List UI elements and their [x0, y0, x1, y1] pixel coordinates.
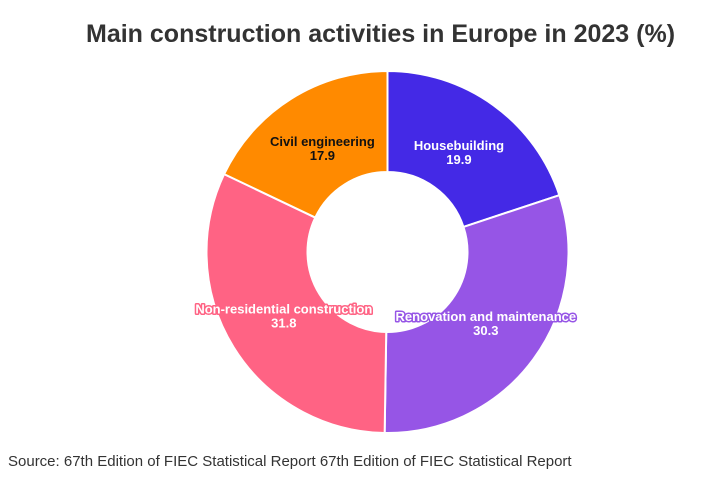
- source-note: Source: 67th Edition of FIEC Statistical…: [8, 453, 572, 470]
- slice-label: Housebuilding 19.9: [414, 138, 504, 167]
- slice-housebuilding[interactable]: [386, 70, 561, 228]
- slice-label: Non-residential construction 31.8: [195, 301, 372, 330]
- slice-non-residential-construction[interactable]: [205, 173, 388, 434]
- slice-label: Renovation and maintenance 30.3: [396, 309, 577, 338]
- slice-civil-engineering[interactable]: [223, 70, 389, 219]
- slice-renovation-and-maintenance[interactable]: [383, 194, 570, 434]
- slice-label: Civil engineering 17.9: [270, 134, 375, 163]
- chart-title-text: Main construction activities in Europe i…: [86, 20, 676, 48]
